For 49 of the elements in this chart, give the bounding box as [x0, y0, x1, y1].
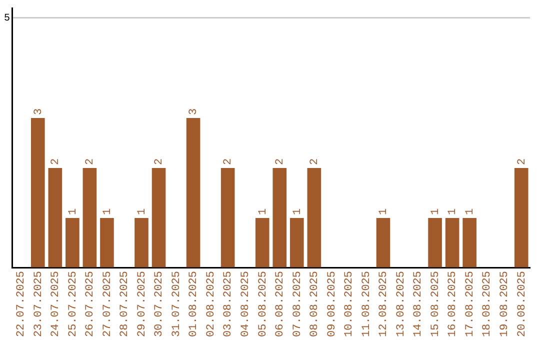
data-label: 2: [50, 158, 62, 165]
data-label: 1: [136, 208, 148, 215]
x-tick-label: 16.08.2025: [447, 270, 460, 338]
data-label: 3: [32, 108, 45, 115]
x-tick-label: 14.08.2025: [412, 270, 425, 338]
x-tick-label: 08.08.2025: [309, 270, 322, 338]
data-label: 2: [84, 158, 97, 165]
x-tick-label: 20.08.2025: [516, 270, 528, 338]
data-label: 1: [257, 208, 270, 215]
data-label: 3: [188, 108, 200, 115]
data-label: 1: [430, 208, 442, 215]
data-label: 1: [292, 208, 304, 215]
x-tick-label: 05.08.2025: [257, 270, 270, 338]
x-tick-label: 09.08.2025: [326, 270, 338, 338]
x-tick-label: 17.08.2025: [464, 270, 476, 338]
data-label: 2: [222, 158, 235, 165]
x-tick-label: 29.07.2025: [136, 270, 148, 338]
x-tick-label: 01.08.2025: [188, 270, 200, 338]
x-tick-label: 18.08.2025: [482, 270, 494, 338]
x-tick-label: 10.08.2025: [344, 270, 356, 338]
x-tick-label: 31.07.2025: [170, 270, 183, 338]
x-tick-label: 22.07.2025: [16, 270, 28, 338]
x-tick-label: 15.08.2025: [430, 270, 442, 338]
x-tick-label: 13.08.2025: [395, 270, 408, 338]
data-label: 2: [516, 158, 528, 165]
data-label: 1: [464, 208, 476, 215]
x-tick-label: 24.07.2025: [50, 270, 62, 338]
data-label: 2: [154, 158, 166, 165]
x-tick-label: 06.08.2025: [274, 270, 287, 338]
data-label: 2: [274, 158, 287, 165]
x-tick-label: 12.08.2025: [378, 270, 390, 338]
data-label: 1: [378, 208, 390, 215]
x-tick-label: 27.07.2025: [102, 270, 114, 338]
x-tick-label: 04.08.2025: [240, 270, 252, 338]
x-tick-label: 28.07.2025: [119, 270, 132, 338]
x-tick-label: 26.07.2025: [84, 270, 97, 338]
x-tick-label: 07.08.2025: [292, 270, 304, 338]
x-tick-label: 30.07.2025: [154, 270, 166, 338]
x-tick-label: 23.07.2025: [32, 270, 45, 338]
x-tick-label: 19.08.2025: [499, 270, 512, 338]
data-label: 1: [447, 208, 460, 215]
data-label: 2: [309, 158, 322, 165]
data-label: 1: [67, 208, 80, 215]
data-label: 1: [102, 208, 114, 215]
x-tick-label: 03.08.2025: [222, 270, 235, 338]
x-tick-label: 11.08.2025: [360, 270, 373, 338]
x-tick-label: 25.07.2025: [67, 270, 80, 338]
y-tick-label: 5: [4, 14, 10, 25]
x-tick-label: 02.08.2025: [205, 270, 218, 338]
